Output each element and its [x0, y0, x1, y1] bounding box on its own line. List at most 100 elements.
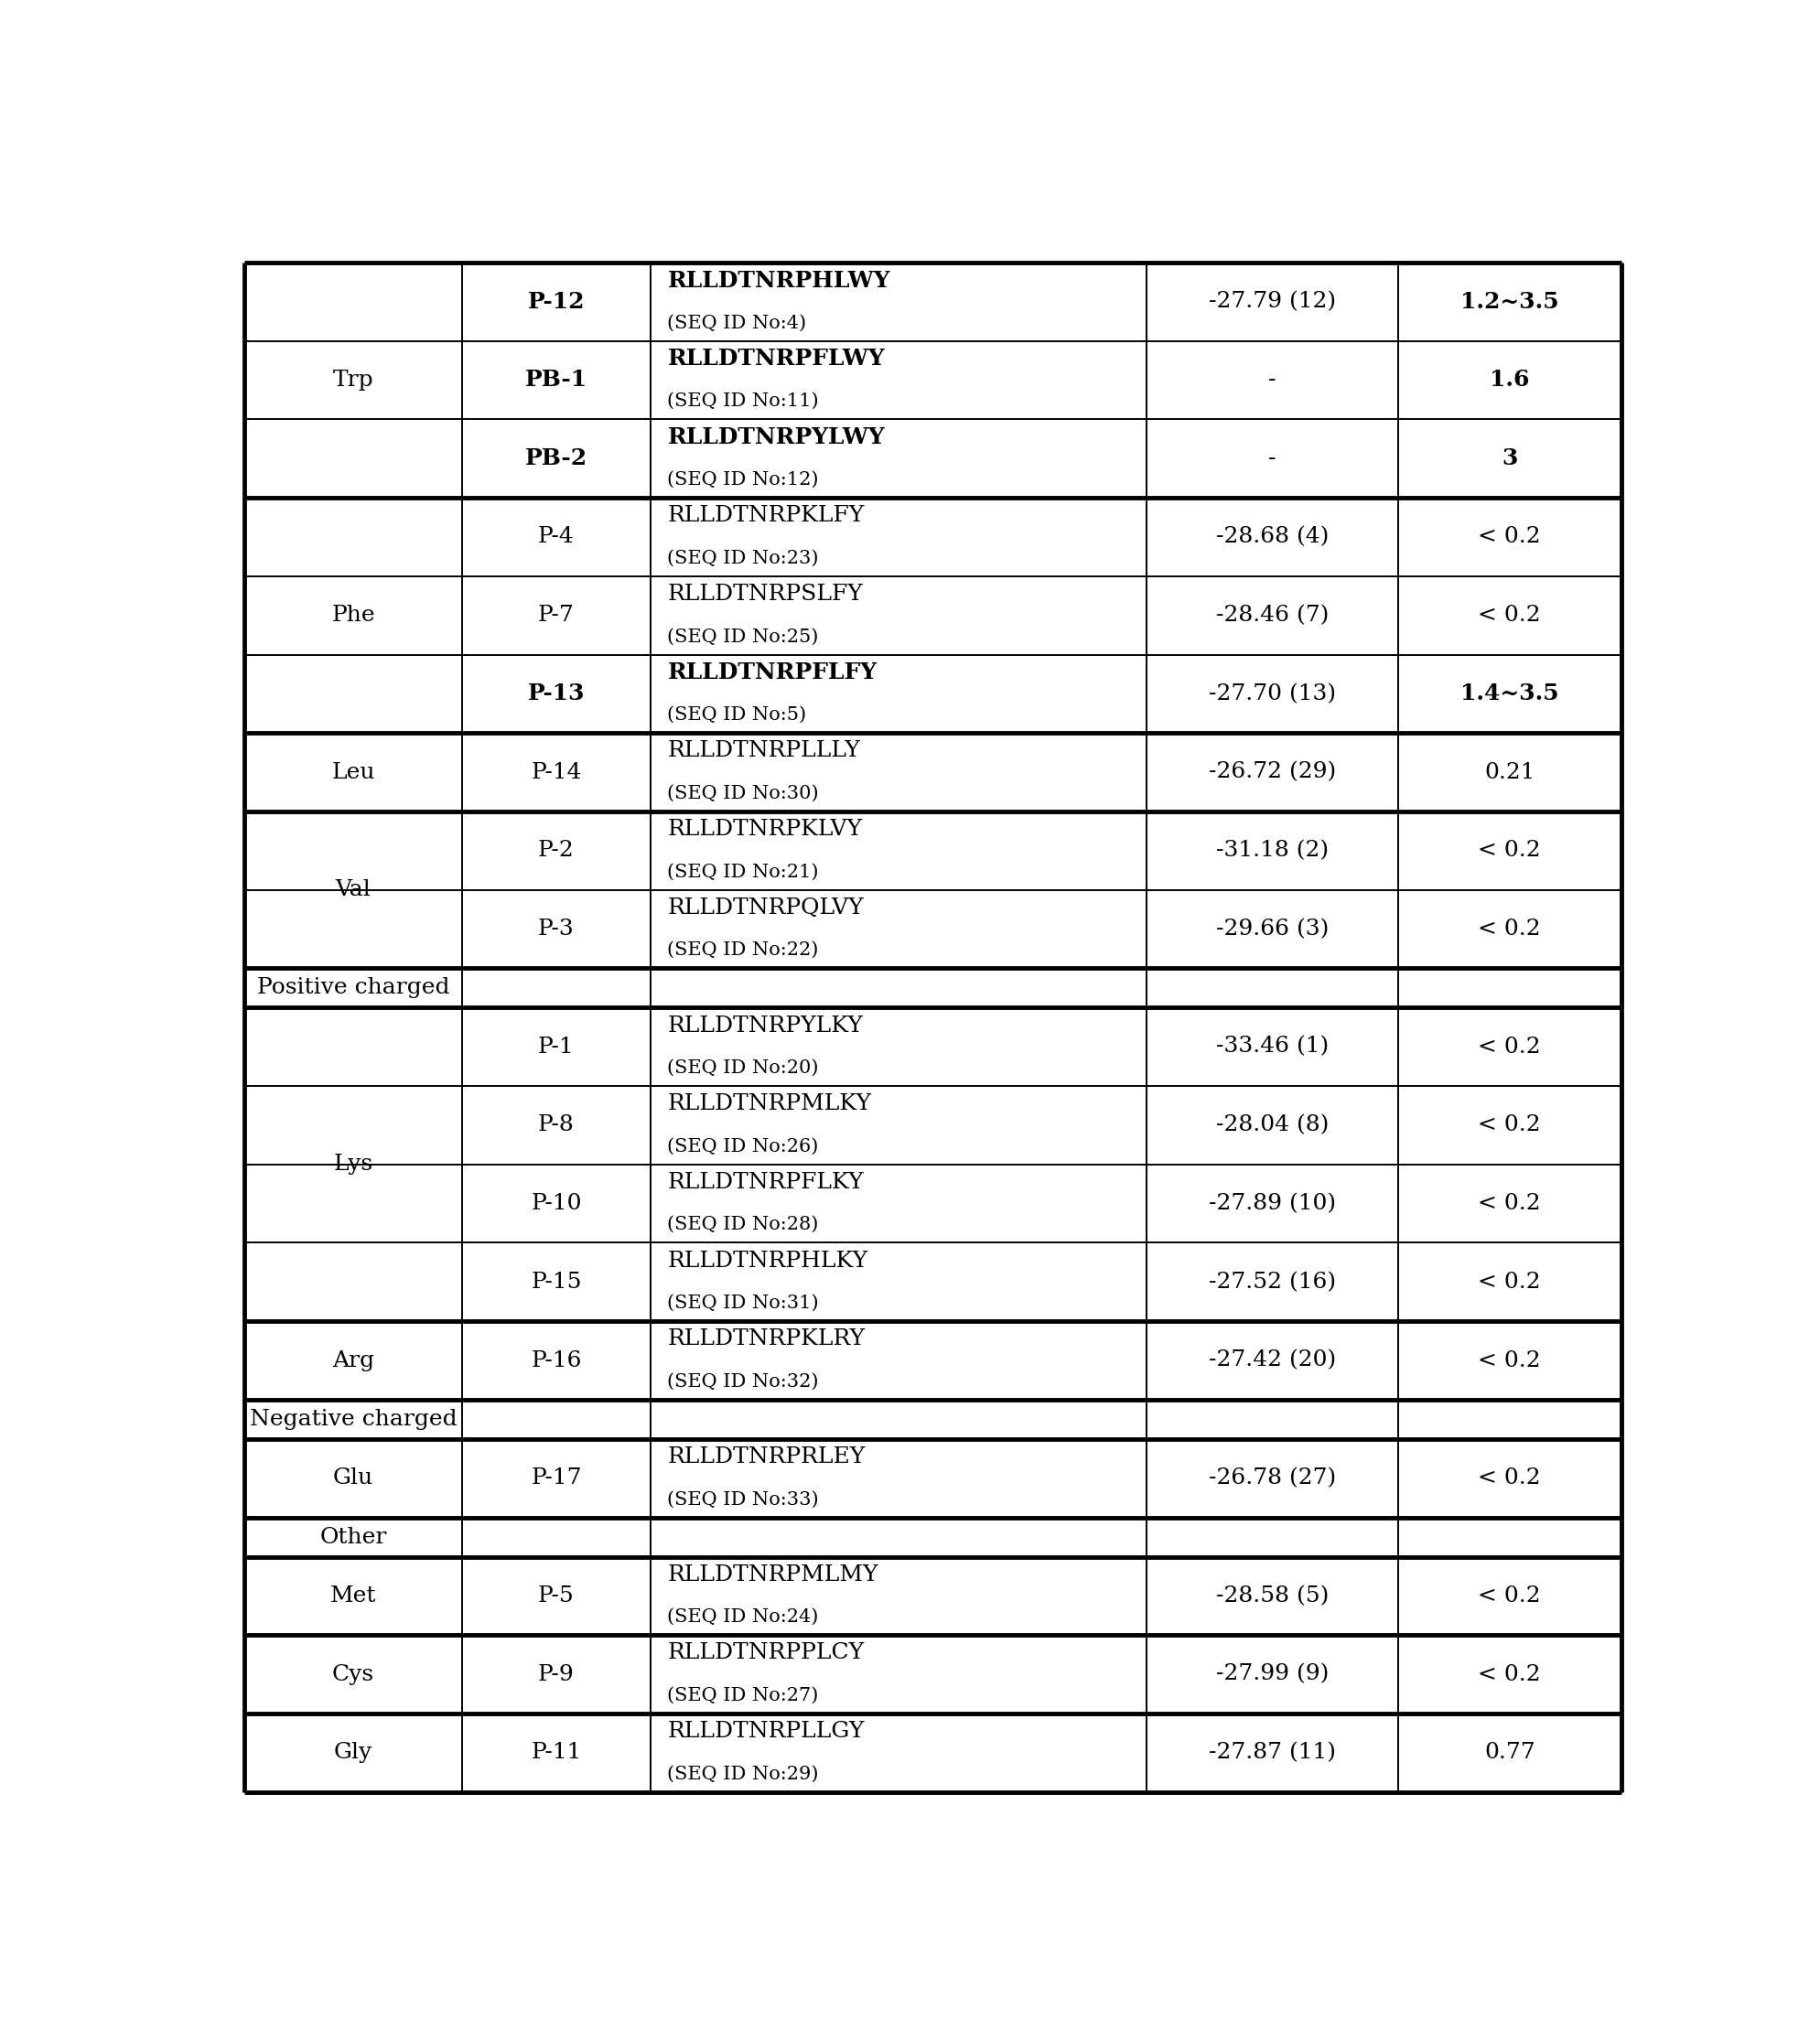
Text: Phe: Phe [331, 605, 375, 626]
Text: -27.99 (9): -27.99 (9) [1216, 1663, 1329, 1686]
Text: < 0.2: < 0.2 [1478, 1036, 1542, 1058]
Text: Glu: Glu [333, 1468, 373, 1489]
Text: RLLDTNRPHLWY: RLLDTNRPHLWY [668, 270, 890, 292]
Text: RLLDTNRPSLFY: RLLDTNRPSLFY [668, 583, 863, 605]
Text: PB-2: PB-2 [524, 447, 588, 469]
Text: P-12: P-12 [528, 290, 584, 313]
Text: Positive charged: Positive charged [257, 977, 450, 999]
Text: -31.18 (2): -31.18 (2) [1216, 841, 1329, 861]
Text: RLLDTNRPMLKY: RLLDTNRPMLKY [668, 1093, 872, 1115]
Text: (SEQ ID No:28): (SEQ ID No:28) [668, 1217, 819, 1233]
Text: P-2: P-2 [539, 841, 575, 861]
Text: (SEQ ID No:5): (SEQ ID No:5) [668, 707, 806, 723]
Text: RLLDTNRPYLWY: RLLDTNRPYLWY [668, 427, 885, 449]
Text: 1.2~3.5: 1.2~3.5 [1460, 290, 1558, 313]
Text: RLLDTNRPFLKY: RLLDTNRPFLKY [668, 1172, 864, 1192]
Text: RLLDTNRPLLGY: RLLDTNRPLLGY [668, 1720, 864, 1743]
Text: RLLDTNRPHLKY: RLLDTNRPHLKY [668, 1251, 868, 1271]
Text: -27.79 (12): -27.79 (12) [1208, 290, 1336, 313]
Text: -: - [1269, 370, 1276, 390]
Text: RLLDTNRPFLWY: RLLDTNRPFLWY [668, 347, 885, 370]
Text: -: - [1269, 449, 1276, 469]
Text: (SEQ ID No:21): (SEQ ID No:21) [668, 863, 819, 881]
Text: (SEQ ID No:11): (SEQ ID No:11) [668, 392, 819, 410]
Text: RLLDTNRPMLMY: RLLDTNRPMLMY [668, 1564, 879, 1586]
Text: -33.46 (1): -33.46 (1) [1216, 1036, 1329, 1058]
Text: -27.42 (20): -27.42 (20) [1208, 1351, 1336, 1371]
Text: RLLDTNRPRLEY: RLLDTNRPRLEY [668, 1446, 864, 1468]
Text: RLLDTNRPKLVY: RLLDTNRPKLVY [668, 818, 863, 841]
Text: (SEQ ID No:12): (SEQ ID No:12) [668, 471, 819, 487]
Text: P-13: P-13 [528, 682, 584, 705]
Text: < 0.2: < 0.2 [1478, 526, 1542, 548]
Text: RLLDTNRPQLVY: RLLDTNRPQLVY [668, 898, 864, 918]
Text: P-9: P-9 [539, 1663, 575, 1686]
Text: Met: Met [329, 1586, 377, 1607]
Text: -28.46 (7): -28.46 (7) [1216, 605, 1329, 626]
Text: P-8: P-8 [539, 1115, 575, 1135]
Text: (SEQ ID No:32): (SEQ ID No:32) [668, 1373, 819, 1391]
Text: (SEQ ID No:29): (SEQ ID No:29) [668, 1765, 819, 1783]
Text: RLLDTNRPPLCY: RLLDTNRPPLCY [668, 1643, 864, 1663]
Text: Cys: Cys [331, 1663, 375, 1686]
Text: -26.78 (27): -26.78 (27) [1208, 1468, 1336, 1489]
Text: -26.72 (29): -26.72 (29) [1208, 762, 1336, 782]
Text: PB-1: PB-1 [524, 370, 588, 392]
Text: RLLDTNRPLLLY: RLLDTNRPLLLY [668, 741, 861, 762]
Text: -27.89 (10): -27.89 (10) [1208, 1192, 1336, 1215]
Text: RLLDTNRPKLFY: RLLDTNRPKLFY [668, 506, 864, 526]
Text: < 0.2: < 0.2 [1478, 605, 1542, 626]
Text: (SEQ ID No:4): (SEQ ID No:4) [668, 315, 806, 331]
Text: -28.68 (4): -28.68 (4) [1216, 526, 1329, 548]
Text: P-11: P-11 [531, 1743, 582, 1763]
Text: Trp: Trp [333, 370, 373, 390]
Text: -29.66 (3): -29.66 (3) [1216, 918, 1329, 940]
Text: (SEQ ID No:23): (SEQ ID No:23) [668, 550, 819, 567]
Text: (SEQ ID No:31): (SEQ ID No:31) [668, 1294, 819, 1312]
Text: P-7: P-7 [539, 605, 575, 626]
Text: 1.6: 1.6 [1491, 370, 1529, 392]
Text: -27.87 (11): -27.87 (11) [1208, 1743, 1336, 1763]
Text: < 0.2: < 0.2 [1478, 1271, 1542, 1292]
Text: (SEQ ID No:20): (SEQ ID No:20) [668, 1060, 819, 1076]
Text: P-1: P-1 [539, 1036, 575, 1058]
Text: < 0.2: < 0.2 [1478, 1115, 1542, 1135]
Text: (SEQ ID No:33): (SEQ ID No:33) [668, 1491, 819, 1509]
Text: < 0.2: < 0.2 [1478, 1192, 1542, 1215]
Text: < 0.2: < 0.2 [1478, 1663, 1542, 1686]
Text: (SEQ ID No:24): (SEQ ID No:24) [668, 1609, 819, 1625]
Text: (SEQ ID No:25): (SEQ ID No:25) [668, 628, 819, 646]
Text: Negative charged: Negative charged [249, 1410, 457, 1430]
Text: (SEQ ID No:22): (SEQ ID No:22) [668, 942, 819, 959]
Text: -27.52 (16): -27.52 (16) [1208, 1271, 1336, 1292]
Text: (SEQ ID No:27): (SEQ ID No:27) [668, 1688, 819, 1704]
Text: -28.58 (5): -28.58 (5) [1216, 1586, 1329, 1607]
Text: P-5: P-5 [539, 1586, 575, 1607]
Text: < 0.2: < 0.2 [1478, 841, 1542, 861]
Text: 0.21: 0.21 [1483, 762, 1534, 782]
Text: (SEQ ID No:30): (SEQ ID No:30) [668, 784, 819, 802]
Text: P-15: P-15 [531, 1271, 582, 1292]
Text: (SEQ ID No:26): (SEQ ID No:26) [668, 1137, 819, 1156]
Text: P-16: P-16 [531, 1351, 582, 1371]
Text: P-17: P-17 [531, 1468, 582, 1489]
Text: P-3: P-3 [539, 918, 575, 940]
Text: Leu: Leu [331, 762, 375, 782]
Text: P-10: P-10 [531, 1192, 582, 1215]
Text: P-14: P-14 [531, 762, 582, 782]
Text: < 0.2: < 0.2 [1478, 918, 1542, 940]
Text: P-4: P-4 [539, 526, 575, 548]
Text: 1.4~3.5: 1.4~3.5 [1460, 682, 1558, 705]
Text: -28.04 (8): -28.04 (8) [1216, 1115, 1329, 1135]
Text: Lys: Lys [333, 1154, 373, 1174]
Text: RLLDTNRPKLRY: RLLDTNRPKLRY [668, 1328, 864, 1351]
Text: < 0.2: < 0.2 [1478, 1586, 1542, 1607]
Text: RLLDTNRPYLKY: RLLDTNRPYLKY [668, 1016, 863, 1036]
Text: RLLDTNRPFLFY: RLLDTNRPFLFY [668, 662, 877, 684]
Text: Gly: Gly [333, 1743, 373, 1763]
Text: < 0.2: < 0.2 [1478, 1468, 1542, 1489]
Text: -27.70 (13): -27.70 (13) [1208, 682, 1336, 705]
Text: 0.77: 0.77 [1483, 1743, 1534, 1763]
Text: Other: Other [320, 1527, 388, 1548]
Text: Val: Val [335, 879, 371, 900]
